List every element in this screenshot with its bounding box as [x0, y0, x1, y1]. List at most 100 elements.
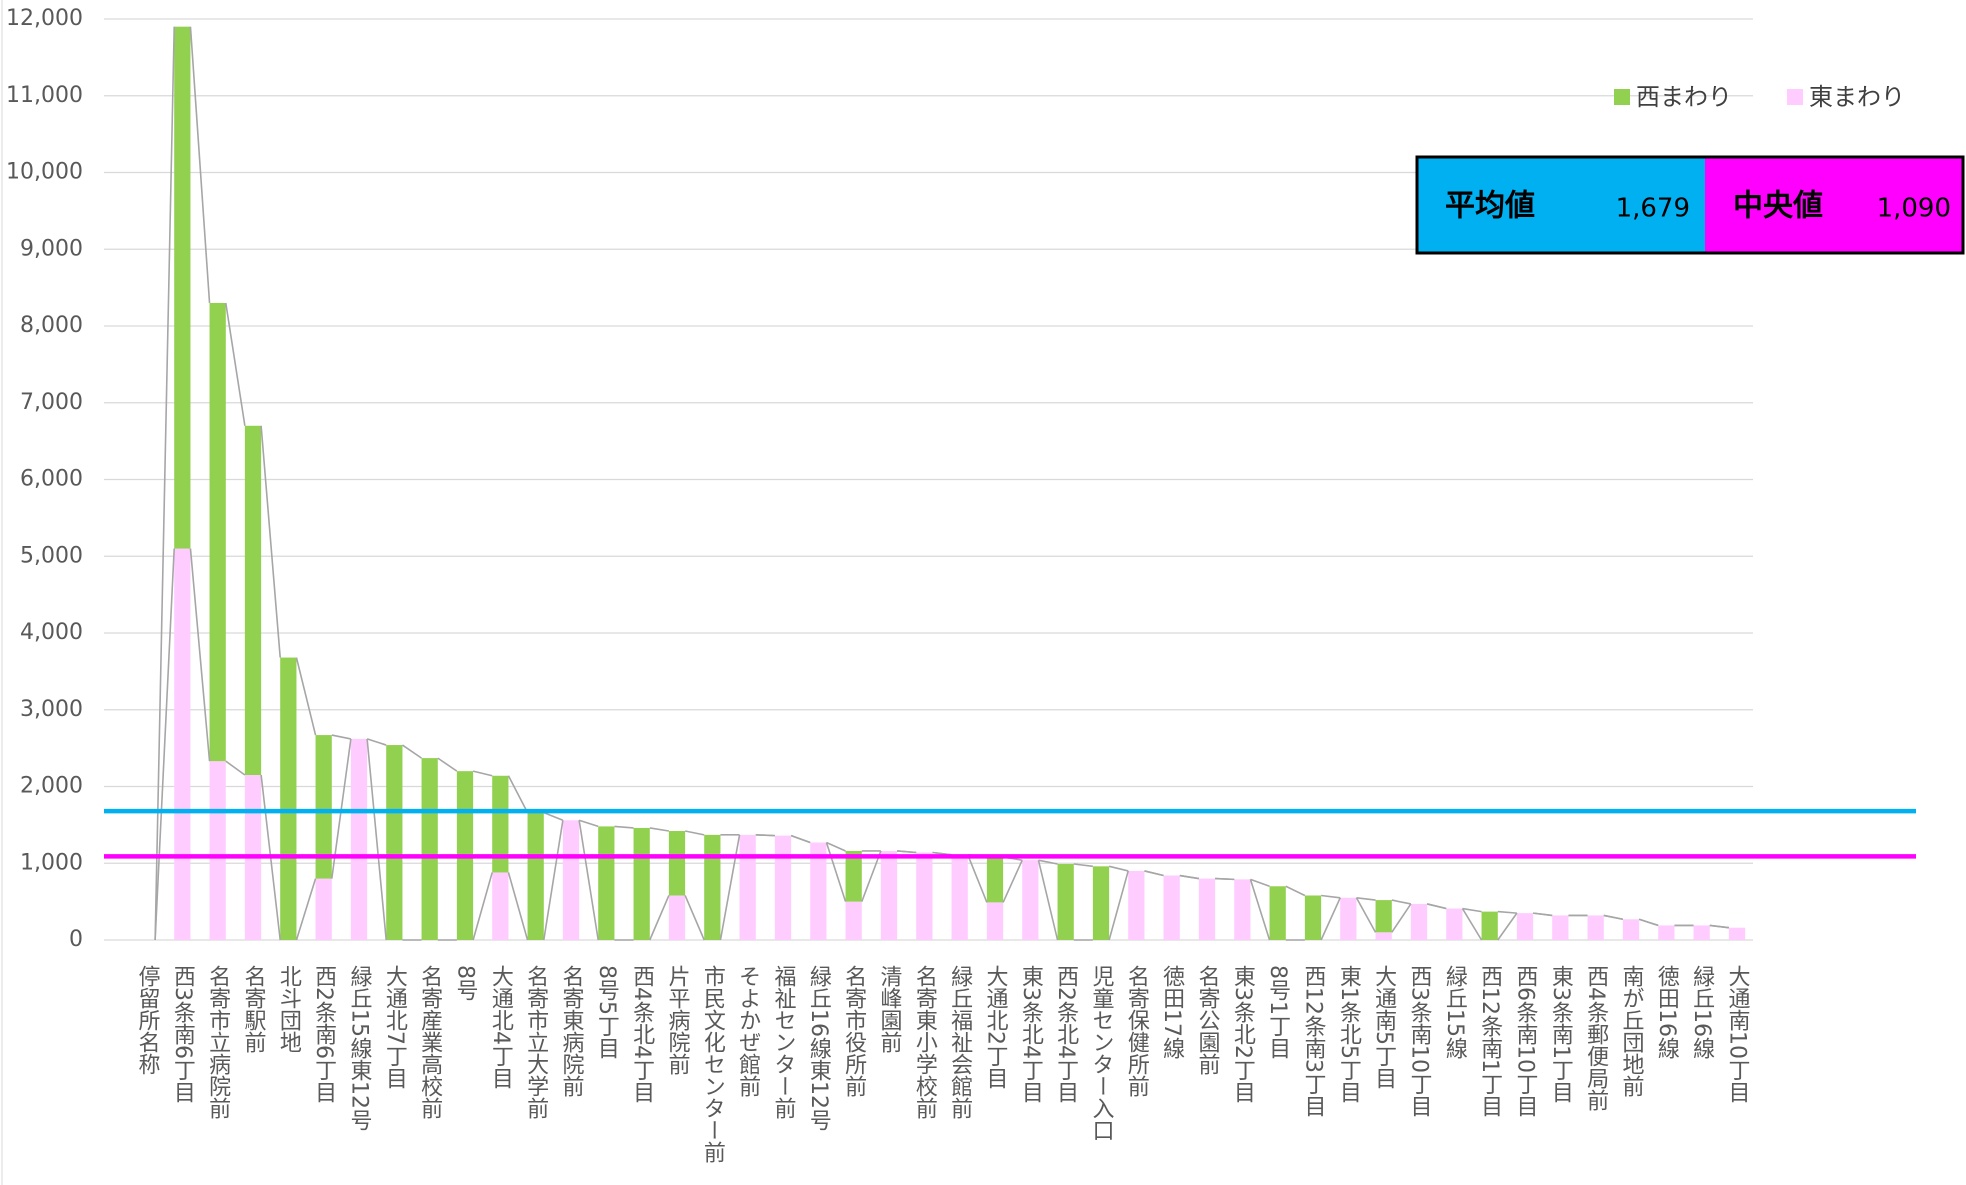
- bar-segment: [527, 812, 544, 940]
- series-line: [543, 820, 564, 941]
- series-line: [1391, 899, 1412, 905]
- series-line: [225, 760, 246, 776]
- series-line: [366, 738, 387, 746]
- bar-segment: [209, 761, 226, 940]
- x-tick-label: 大通南5丁目: [1371, 965, 1397, 1089]
- x-tick-label: 名寄保健所前: [1124, 965, 1150, 1097]
- bar-segment: [315, 878, 332, 940]
- x-tick-label: 大通北7丁目: [382, 965, 408, 1089]
- series-line: [1108, 865, 1129, 872]
- bar-segment: [280, 657, 297, 940]
- bar-segment: [562, 820, 580, 940]
- series-line: [1426, 903, 1447, 910]
- x-tick-label: 8号: [453, 965, 478, 1001]
- series-line: [1144, 870, 1164, 877]
- y-tick-label: 3,000: [20, 697, 83, 722]
- bar-segment: [810, 842, 827, 940]
- bar-segment: [1552, 915, 1569, 940]
- series-line: [295, 878, 317, 941]
- x-tick-label: 西3条南6丁目: [170, 965, 196, 1103]
- series-line: [1355, 897, 1377, 933]
- series-line: [295, 657, 317, 736]
- x-tick-label: 緑丘16線東12号: [806, 965, 832, 1131]
- series-line: [1638, 918, 1659, 927]
- series-line: [790, 834, 811, 844]
- x-tick-label: そよかぜ館前: [735, 965, 761, 1097]
- bar-segment: [1481, 911, 1498, 940]
- bar-segment: [244, 425, 262, 775]
- x-tick-label: 西3条南10丁目: [1407, 965, 1433, 1117]
- bar-segment: [174, 548, 191, 940]
- series-line: [1533, 912, 1553, 917]
- x-tick-label: 緑丘16線: [1689, 965, 1715, 1059]
- bar-segment: [951, 854, 968, 940]
- series-line: [578, 819, 599, 828]
- x-tick-label: 緑丘福祉会館前: [947, 965, 973, 1119]
- series-line: [1037, 859, 1059, 941]
- series-line: [154, 548, 176, 941]
- x-tick-label: 西2条南6丁目: [311, 965, 337, 1103]
- series-line: [649, 827, 670, 832]
- series-line: [189, 548, 211, 762]
- series-line: [1461, 908, 1483, 941]
- bar-segment: [668, 831, 686, 896]
- series-line: [861, 850, 882, 902]
- series-line: [507, 775, 529, 813]
- stat-box-border: [1415, 155, 1965, 255]
- x-tick-label: 徳田16線: [1654, 965, 1680, 1059]
- series-line: [1073, 863, 1093, 868]
- bar-segment: [174, 26, 191, 549]
- x-tick-label: 緑丘15線: [1442, 965, 1468, 1059]
- series-line: [614, 825, 634, 829]
- y-tick-label: 2,000: [20, 774, 83, 799]
- bar-segment: [421, 758, 438, 940]
- y-tick-label: 9,000: [20, 236, 83, 261]
- bar-segment: [668, 895, 686, 940]
- bar-segment: [315, 735, 332, 879]
- x-tick-label: 8号5丁目: [594, 965, 619, 1059]
- bar-segment: [880, 850, 898, 940]
- bar-segment: [916, 852, 933, 940]
- x-tick-label: 福祉センター前: [771, 965, 797, 1119]
- series-line: [1356, 896, 1376, 901]
- series-line: [331, 734, 352, 740]
- stat-value: 1,090: [1877, 194, 1951, 224]
- stat-cell: [1705, 157, 1963, 253]
- stat-value: 1,679: [1616, 194, 1690, 224]
- x-tick-label: 名寄産業高校前: [417, 965, 443, 1119]
- series-line: [1497, 912, 1518, 941]
- series-line: [472, 872, 493, 941]
- x-tick-label: 名寄駅前: [241, 965, 267, 1053]
- bar-segment: [845, 901, 862, 940]
- y-tick-label: 0: [69, 927, 83, 952]
- bar-segment: [1163, 875, 1180, 940]
- series-line: [1320, 897, 1341, 941]
- bar-segment: [209, 302, 226, 762]
- bar-segment: [1128, 870, 1145, 940]
- y-tick-label: 1,000: [20, 850, 83, 875]
- x-tick-label: 西12条南1丁目: [1477, 965, 1503, 1117]
- x-tick-label: 名寄市立病院前: [205, 965, 231, 1119]
- bar-segment: [1092, 866, 1110, 940]
- bar-segment: [1304, 895, 1322, 940]
- series-line: [402, 744, 422, 759]
- series-line: [897, 850, 917, 854]
- y-tick-label: 11,000: [6, 83, 83, 108]
- bar-segment: [986, 902, 1004, 940]
- bar-segment: [1022, 860, 1039, 940]
- series-line: [1038, 859, 1058, 865]
- bar-segment: [1375, 932, 1392, 940]
- series-line: [189, 26, 211, 304]
- bar-segment: [633, 827, 650, 940]
- series-line: [826, 841, 846, 852]
- series-line: [472, 770, 493, 777]
- series-line: [225, 302, 246, 426]
- x-tick-label: 徳田17線: [1159, 965, 1185, 1059]
- x-tick-label: 東3条南1丁目: [1548, 965, 1574, 1103]
- y-tick-label: 10,000: [6, 160, 83, 185]
- stat-cell: [1417, 157, 1705, 253]
- x-tick-label: 児童センター入口: [1089, 965, 1115, 1141]
- series-line: [1215, 877, 1235, 881]
- x-tick-label: 大通南10丁目: [1725, 965, 1751, 1103]
- legend-swatch: [1787, 89, 1803, 105]
